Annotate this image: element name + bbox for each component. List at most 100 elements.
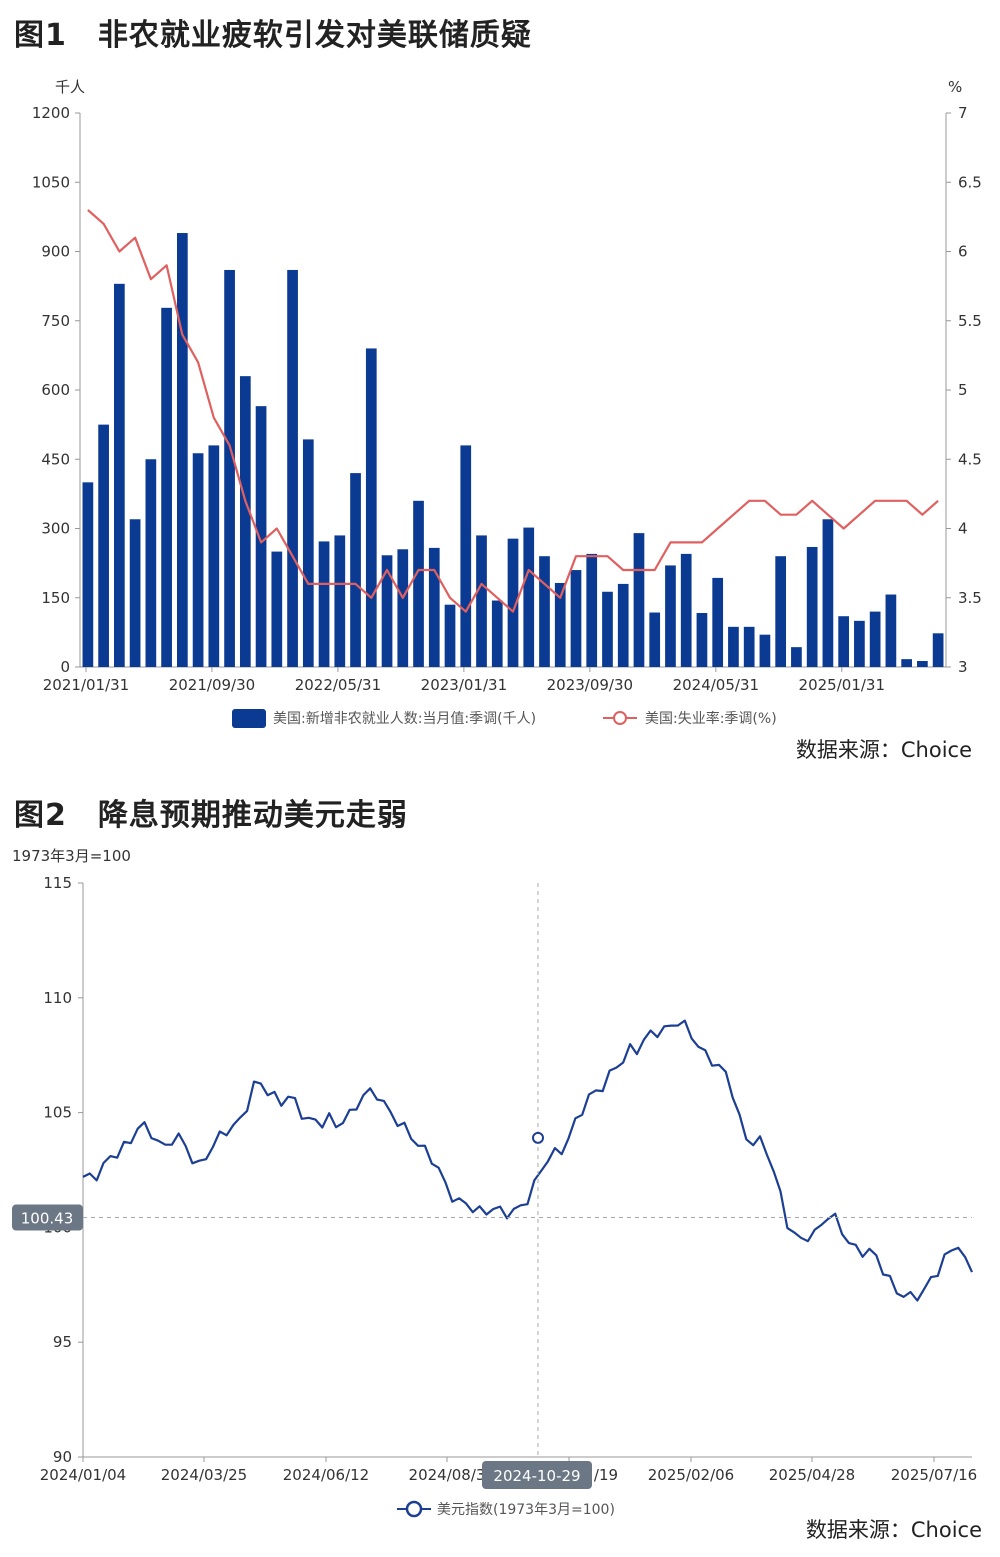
bar xyxy=(743,626,755,667)
bar xyxy=(114,283,125,667)
bar xyxy=(932,633,944,667)
legend-bar-label: 美国:新增非农就业人数:当月值:季调(千人) xyxy=(273,711,536,727)
bar xyxy=(98,424,109,667)
bar xyxy=(696,612,708,667)
right-tick-label: 7 xyxy=(958,104,968,122)
legend-line-label: 美国:失业率:季调(%) xyxy=(645,710,777,727)
figure2-chart: 1973年3月=10090951001051101152024/01/04202… xyxy=(12,847,977,1518)
x-tick-label: 2024/05/31 xyxy=(673,676,759,694)
legend-bar-swatch xyxy=(232,709,266,728)
bar xyxy=(129,519,141,667)
bar xyxy=(791,647,802,667)
right-tick-label: 4.5 xyxy=(958,450,982,468)
figure1-source: 数据来源：Choice xyxy=(795,738,972,762)
bar xyxy=(554,582,566,667)
legend-label: 美元指数(1973年3月=100) xyxy=(437,1502,615,1518)
bar xyxy=(444,604,456,667)
bar xyxy=(208,445,220,667)
x-tick-label: 2021/09/30 xyxy=(169,676,255,694)
legend-line-marker xyxy=(613,711,627,725)
bar xyxy=(885,594,897,667)
dollar-index-line xyxy=(82,1019,974,1302)
bar xyxy=(712,577,724,667)
bar xyxy=(365,348,377,667)
right-tick-label: 6 xyxy=(958,243,968,261)
bar xyxy=(759,634,771,667)
y-tick-label: 110 xyxy=(43,989,72,1007)
bar xyxy=(350,473,361,667)
bar xyxy=(633,533,645,667)
bar xyxy=(302,439,314,667)
left-tick-label: 0 xyxy=(60,658,70,676)
bar xyxy=(271,551,283,667)
bar xyxy=(318,541,330,667)
unemployment-line xyxy=(87,209,939,613)
bar xyxy=(854,620,865,667)
bar xyxy=(381,555,393,667)
bar xyxy=(665,565,676,667)
left-tick-label: 600 xyxy=(41,381,70,399)
y-tick-label: 115 xyxy=(43,874,72,892)
bar xyxy=(775,556,787,667)
x-tick-label: /19 xyxy=(594,1466,618,1484)
y-axis-unit: 1973年3月=100 xyxy=(12,847,131,865)
x-tick-label: 2024/03/25 xyxy=(161,1466,247,1484)
x-tick-label: 2025/02/06 xyxy=(648,1466,734,1484)
bar xyxy=(728,626,739,667)
left-axis-unit: 千人 xyxy=(55,78,85,96)
bar xyxy=(523,527,535,667)
legend-line-marker xyxy=(405,1500,423,1518)
bar xyxy=(255,406,267,667)
bar xyxy=(224,269,235,667)
crosshair-point xyxy=(532,1131,544,1144)
right-tick-label: 6.5 xyxy=(958,173,982,191)
bar xyxy=(397,549,409,667)
left-tick-label: 450 xyxy=(41,450,70,468)
x-tick-label: 2022/05/31 xyxy=(295,676,381,694)
figure1-title: 图1 非农就业疲软引发对美联储质疑 xyxy=(14,18,532,53)
left-tick-label: 750 xyxy=(41,312,70,330)
left-tick-label: 1200 xyxy=(32,104,70,122)
left-tick-label: 300 xyxy=(41,520,70,538)
bar xyxy=(460,445,472,667)
bar xyxy=(570,570,582,667)
bar xyxy=(617,583,629,667)
left-tick-label: 1050 xyxy=(32,173,70,191)
bar xyxy=(917,660,928,667)
right-tick-label: 5.5 xyxy=(958,312,982,330)
left-tick-label: 900 xyxy=(41,243,70,261)
right-tick-label: 5 xyxy=(958,381,968,399)
crosshair-date-label: 2024-10-29 xyxy=(493,1467,580,1485)
x-tick-label: 2024/08/3 xyxy=(409,1466,486,1484)
bar xyxy=(287,269,298,667)
bar xyxy=(869,611,881,667)
x-tick-label: 2025/04/28 xyxy=(769,1466,855,1484)
bar xyxy=(491,600,503,667)
left-tick-label: 150 xyxy=(41,589,70,607)
bar xyxy=(145,459,157,667)
bar xyxy=(82,482,94,667)
x-tick-label: 2024/06/12 xyxy=(283,1466,369,1484)
bar xyxy=(476,535,487,667)
x-tick-label: 2025/01/31 xyxy=(799,676,885,694)
bar xyxy=(539,556,550,667)
bar xyxy=(334,535,346,667)
x-tick-label: 2023/01/31 xyxy=(421,676,507,694)
bar xyxy=(586,553,598,667)
figure1-chart: 千人 % 0 150 300 450 600 750 900 1050 1200 3 3.5 4 4.5 5 5… xyxy=(32,78,982,728)
bar xyxy=(413,500,424,667)
bar xyxy=(649,612,661,667)
bar xyxy=(192,453,204,667)
bar xyxy=(680,553,692,667)
y-tick-label: 95 xyxy=(53,1333,72,1351)
bar xyxy=(176,233,188,668)
x-tick-label: 2021/01/31 xyxy=(43,676,129,694)
bar xyxy=(428,547,440,667)
bar xyxy=(822,519,834,667)
crosshair-date-badge xyxy=(482,1461,592,1489)
x-tick-label: 2024/01/04 xyxy=(40,1466,126,1484)
bar xyxy=(161,307,172,667)
right-tick-label: 3.5 xyxy=(958,589,982,607)
right-tick-label: 4 xyxy=(958,520,968,538)
x-tick-label: 2023/09/30 xyxy=(547,676,633,694)
